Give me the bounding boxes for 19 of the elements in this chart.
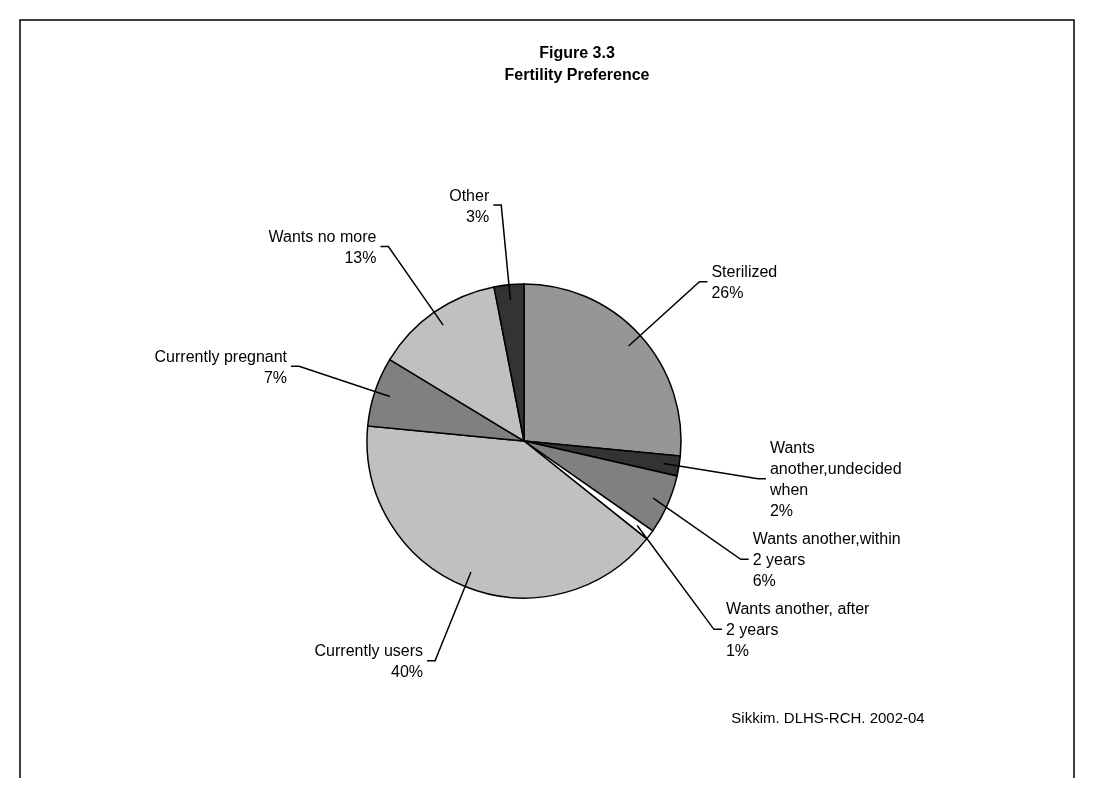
chart-subtitle: Fertility Preference [504, 66, 650, 83]
slice-label: Wants no more [268, 228, 377, 246]
slice-label: Wants another,undecided when [768, 439, 902, 499]
data-label: 2% [769, 502, 794, 520]
slice-label: Wants another,within 2 years [752, 530, 901, 569]
chart-title: Figure 3.3 [539, 44, 615, 61]
text: Sikkim. DLHS-RCH. 2002-04 [731, 709, 925, 726]
data-label: 26% [711, 284, 744, 302]
data-label: 40% [391, 663, 424, 681]
data-label: 13% [344, 249, 377, 267]
data-label: 6% [752, 572, 776, 590]
data-label: 1% [725, 642, 750, 660]
slice-label: Other [449, 186, 490, 204]
data-label: 7% [263, 368, 288, 386]
data-label: 3% [466, 207, 490, 225]
slice-label: Sterilized [711, 263, 778, 281]
slice-label: Wants another, after 2 years [725, 600, 871, 639]
slice-label: Currently users [314, 642, 424, 660]
slice-label: Currently pregnant [154, 347, 288, 365]
